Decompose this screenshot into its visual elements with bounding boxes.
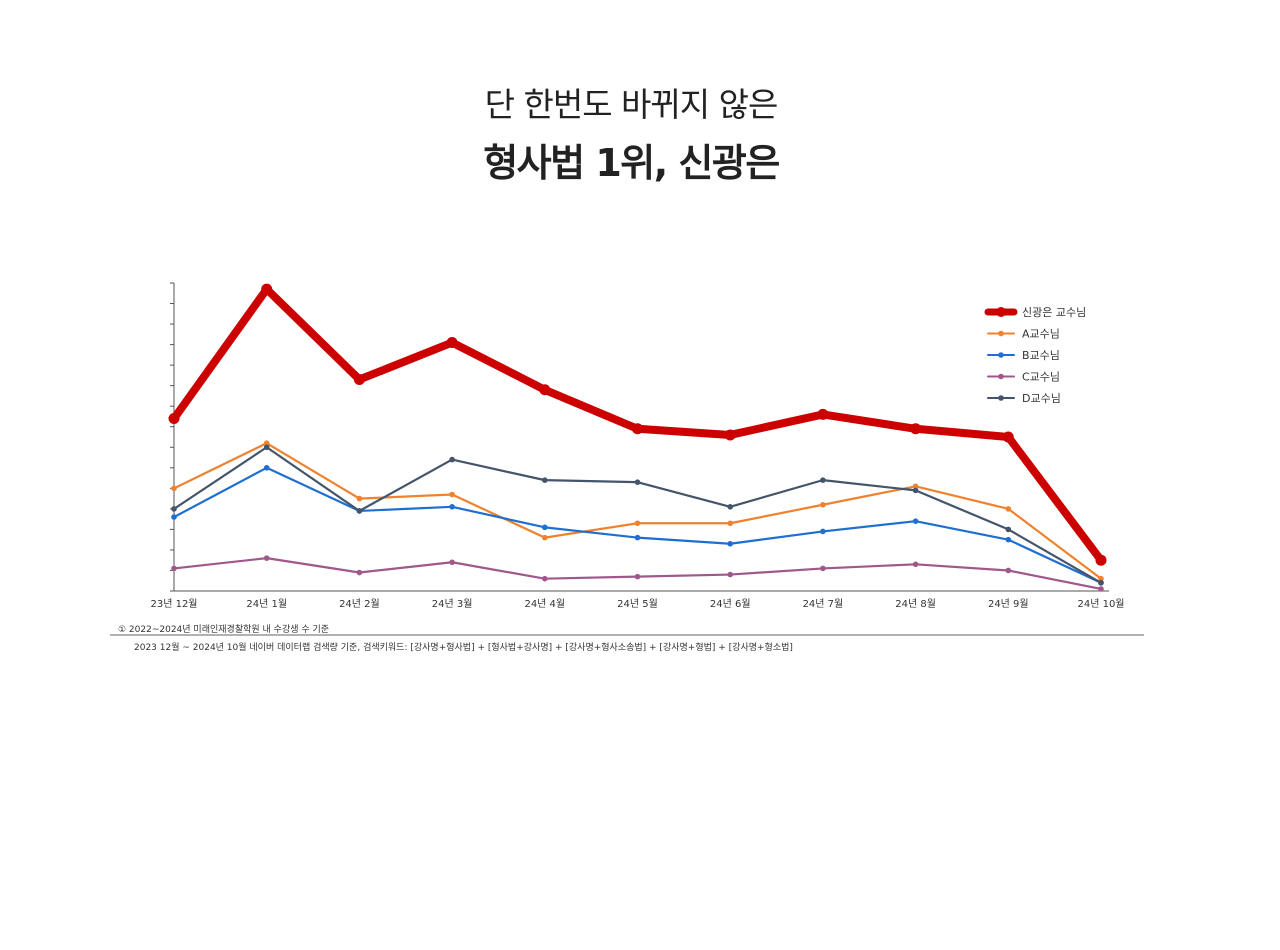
data-point — [1098, 580, 1104, 586]
data-point — [261, 284, 272, 295]
data-point — [1006, 506, 1012, 512]
legend-label: 신광은 교수님 — [1022, 306, 1086, 319]
data-point — [820, 529, 826, 535]
data-point — [449, 457, 455, 463]
series-line-3 — [174, 558, 1101, 589]
x-tick-label: 24년 8월 — [895, 598, 936, 610]
data-point — [727, 520, 733, 526]
data-point — [357, 570, 363, 576]
data-point — [1006, 568, 1012, 574]
x-tick-label: 24년 1월 — [246, 598, 287, 610]
data-point — [1003, 432, 1014, 443]
data-point — [727, 572, 733, 578]
data-point — [171, 566, 177, 572]
x-tick-label: 23년 12월 — [150, 598, 197, 610]
data-point — [1098, 586, 1104, 592]
legend-label: A교수님 — [1022, 328, 1060, 341]
series-line-4 — [174, 447, 1101, 583]
data-point — [171, 514, 177, 520]
data-point — [264, 444, 270, 450]
data-point — [910, 423, 921, 434]
legend-label: D교수님 — [1022, 392, 1061, 405]
legend-marker — [998, 395, 1004, 401]
legend-marker — [998, 352, 1004, 358]
data-point — [913, 488, 919, 494]
legend-label: C교수님 — [1022, 371, 1060, 384]
data-point — [447, 337, 458, 348]
data-point — [539, 384, 550, 395]
data-point — [913, 562, 919, 568]
x-tick-label: 24년 7월 — [803, 598, 844, 610]
x-tick-label: 24년 10월 — [1077, 598, 1124, 610]
x-tick-label: 24년 4월 — [524, 598, 565, 610]
data-point — [727, 504, 733, 510]
data-point — [542, 576, 548, 582]
data-point — [817, 409, 828, 420]
data-point — [449, 559, 455, 565]
data-point — [725, 429, 736, 440]
footnote-1: ① 2022~2024년 미래인재경찰학원 내 수강생 수 기준 — [118, 623, 329, 635]
data-point — [169, 413, 180, 424]
x-tick-label: 24년 9월 — [988, 598, 1029, 610]
data-point — [820, 566, 826, 572]
x-tick-label: 24년 5월 — [617, 598, 658, 610]
data-point — [542, 525, 548, 531]
data-point — [727, 541, 733, 547]
data-point — [1006, 527, 1012, 533]
legend-marker — [996, 307, 1006, 317]
data-point — [635, 479, 641, 485]
data-point — [264, 555, 270, 561]
data-point — [820, 477, 826, 483]
data-point — [1096, 555, 1107, 566]
data-point — [264, 465, 270, 471]
data-point — [449, 492, 455, 498]
data-point — [635, 520, 641, 526]
data-point — [354, 374, 365, 385]
data-point — [357, 508, 363, 514]
x-tick-label: 24년 3월 — [432, 598, 473, 610]
data-point — [357, 496, 363, 502]
legend-marker — [998, 374, 1004, 380]
legend-marker — [998, 331, 1004, 337]
legend-label: B교수님 — [1022, 349, 1060, 362]
data-point — [449, 504, 455, 510]
data-point — [542, 535, 548, 541]
data-point — [542, 477, 548, 483]
data-point — [820, 502, 826, 508]
data-point — [171, 506, 177, 512]
data-point — [171, 486, 177, 492]
data-point — [635, 535, 641, 541]
x-tick-label: 24년 2월 — [339, 598, 380, 610]
data-point — [913, 518, 919, 524]
x-tick-label: 24년 6월 — [710, 598, 751, 610]
footnote-2: 2023 12월 ~ 2024년 10월 네이버 데이터랩 검색량 기준, 검색… — [134, 641, 793, 653]
data-point — [635, 574, 641, 580]
data-point — [1006, 537, 1012, 543]
data-point — [632, 423, 643, 434]
